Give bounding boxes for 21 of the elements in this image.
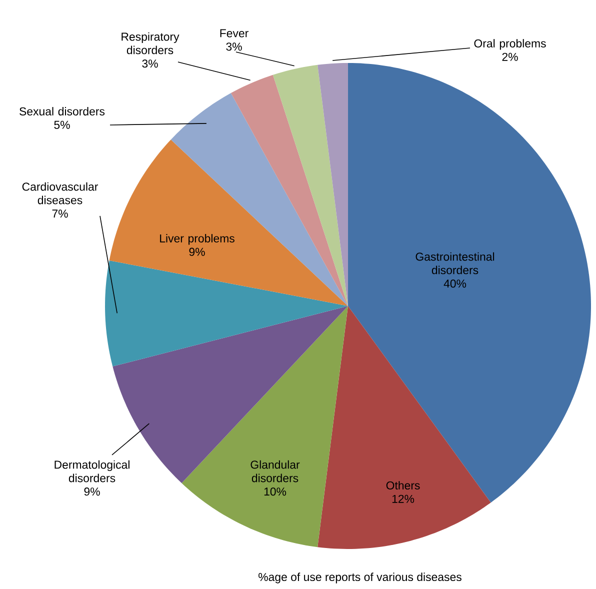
data-label: 12%: [392, 494, 414, 503]
slice-label: Glandular disorders: [250, 460, 300, 482]
data-label: 9%: [189, 248, 205, 256]
data-label: 10%: [264, 488, 286, 496]
data-label: 5%: [54, 120, 70, 129]
slice-label: Dermatological disorders: [54, 460, 130, 482]
slice-label: Others: [386, 481, 420, 490]
slice-label: Oral problems: [474, 39, 546, 50]
data-label: 7%: [52, 210, 68, 218]
data-label: 40%: [444, 280, 466, 288]
data-label: 9%: [84, 488, 100, 496]
slice-label: Respiratory disorders: [122, 32, 180, 54]
data-label: 2%: [502, 52, 518, 61]
data-label: 3%: [142, 60, 158, 68]
data-label: 3%: [226, 42, 242, 51]
slice-label: Gastrointestinal disorders: [416, 252, 494, 274]
text: %age of use reports of various diseases: [258, 572, 462, 584]
slice-label: Cardiovascular diseases: [22, 182, 98, 204]
slice-label: Fever: [220, 29, 248, 38]
slice-label: Liver problems: [160, 234, 234, 245]
slice-label: Sexual disorders: [20, 107, 105, 116]
